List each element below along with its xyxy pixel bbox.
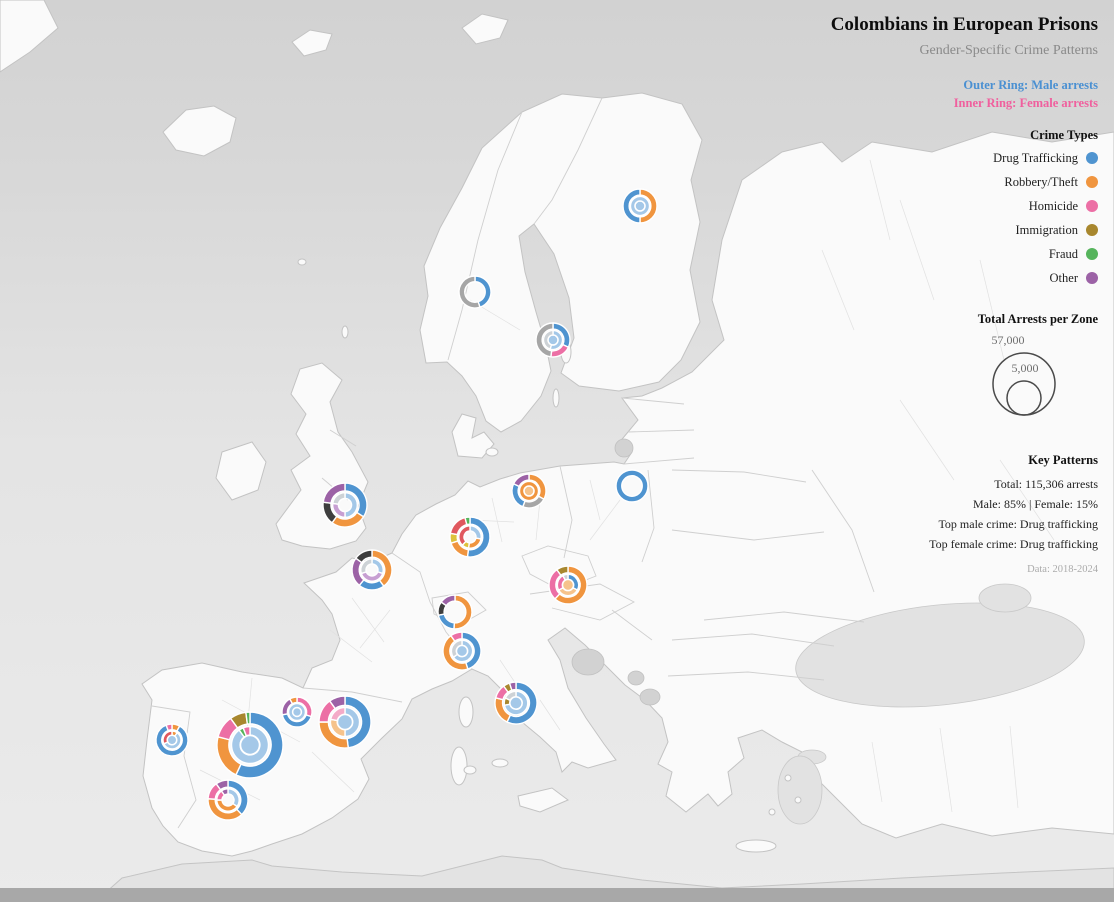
legend-swatch-icon: [1086, 248, 1098, 260]
crime-types-heading: Crime Types: [1030, 128, 1098, 142]
legend-label: Drug Trafficking: [993, 150, 1078, 165]
legend-item-homicide: Homicide: [778, 194, 1098, 218]
arctic-island: [291, 29, 333, 57]
aegean-island-3: [768, 808, 776, 816]
legend-item-fraud: Fraud: [778, 242, 1098, 266]
size-legend: 57,000 5,000: [992, 333, 1056, 416]
aegean-island-4: [794, 796, 802, 804]
africa: [0, 855, 1114, 902]
legend-item-robbery-theft: Robbery/Theft: [778, 170, 1098, 194]
crime-types-legend: Drug Trafficking Robbery/Theft Homicide Imm…: [778, 146, 1098, 290]
kosovo: [627, 670, 645, 686]
page-title: Colombians in European Prisons: [830, 14, 1098, 35]
oland: [552, 388, 560, 408]
legend-panel: Colombians in European Prisons Gender-Sp…: [778, 14, 1098, 575]
key-patterns-heading: Key Patterns: [1028, 453, 1098, 467]
donut-barcelona[interactable]: [318, 695, 372, 749]
size-min-label: 5,000: [1012, 361, 1039, 375]
donut-seville[interactable]: [207, 779, 249, 821]
iceland: [162, 105, 237, 157]
black-sea: [795, 602, 1085, 708]
size-max-label: 57,000: [992, 333, 1025, 347]
key-pattern-line-2: Male: 85% | Female: 15%: [972, 497, 1098, 511]
donut-lisbon[interactable]: [155, 723, 189, 757]
legend-swatch-icon: [1086, 176, 1098, 188]
donut-frankfurt[interactable]: [449, 516, 491, 558]
donut-madrid[interactable]: [216, 711, 284, 779]
aegean-island-5: [784, 774, 792, 782]
key-patterns-lines: Total: 115,306 arrests Male: 85% | Female…: [778, 474, 1098, 554]
scandinavia: [419, 92, 703, 433]
donut-london[interactable]: [322, 482, 368, 528]
aegean-sea: [777, 755, 823, 825]
donut-zurich[interactable]: [437, 594, 473, 630]
sea-of-azov: [978, 583, 1032, 613]
legend-swatch-icon: [1086, 224, 1098, 236]
legend-label: Immigration: [1015, 222, 1079, 237]
inner-ring-label: Inner Ring: Female arrests: [953, 96, 1098, 110]
bosnia: [571, 648, 605, 676]
legend-label: Homicide: [1028, 198, 1078, 213]
ibiza: [463, 765, 477, 775]
key-pattern-line-4: Top female crime: Drug trafficking: [929, 537, 1098, 551]
mallorca: [491, 758, 509, 768]
svalbard: [461, 13, 509, 45]
outer-ring-label: Outer Ring: Male arrests: [963, 78, 1098, 92]
donut-vienna[interactable]: [548, 565, 588, 605]
size-circle-min: [1006, 380, 1042, 416]
legend-swatch-icon: [1086, 152, 1098, 164]
donut-stockholm[interactable]: [535, 322, 571, 358]
legend-item-immigration: Immigration: [778, 218, 1098, 242]
legend-item-other: Other: [778, 266, 1098, 290]
north-macedonia: [639, 688, 661, 706]
nodata-regions: [571, 438, 661, 706]
seas: [777, 583, 1085, 825]
kaliningrad: [614, 438, 634, 458]
donut-zaragoza[interactable]: [281, 696, 313, 728]
donut-warsaw[interactable]: [615, 469, 649, 503]
ring-legend: Outer Ring: Male arrests Inner Ring: Fem…: [778, 76, 1098, 112]
zealand: [485, 447, 499, 457]
donut-helsinki[interactable]: [622, 188, 658, 224]
donut-rome[interactable]: [494, 681, 538, 725]
data-note: Data: 2018-2024: [1027, 564, 1098, 575]
size-legend-heading: Total Arrests per Zone: [977, 312, 1098, 326]
sicily: [517, 787, 569, 813]
africa-band: [0, 888, 1114, 902]
legend-label: Other: [1049, 270, 1078, 285]
greenland-corner: [0, 0, 59, 73]
corsica: [458, 696, 474, 728]
legend-label: Robbery/Theft: [1004, 174, 1078, 189]
faroe: [297, 258, 307, 266]
crete: [735, 839, 777, 853]
key-pattern-line-3: Top male crime: Drug trafficking: [938, 517, 1098, 531]
great-britain: [275, 362, 369, 550]
donut-milan[interactable]: [442, 631, 482, 671]
shetland: [341, 325, 349, 339]
donut-oslo[interactable]: [458, 275, 492, 309]
legend-label: Fraud: [1048, 246, 1078, 261]
legend-swatch-icon: [1086, 200, 1098, 212]
zone-donuts: [155, 188, 658, 821]
ireland: [215, 441, 267, 501]
legend-swatch-icon: [1086, 272, 1098, 284]
sardinia: [450, 746, 468, 786]
donut-berlin[interactable]: [511, 473, 547, 509]
legend-item-drug-trafficking: Drug Trafficking: [778, 146, 1098, 170]
page-subtitle: Gender-Specific Crime Patterns: [919, 43, 1098, 58]
key-pattern-line-1: Total: 115,306 arrests: [994, 477, 1098, 491]
donut-paris[interactable]: [351, 549, 393, 591]
